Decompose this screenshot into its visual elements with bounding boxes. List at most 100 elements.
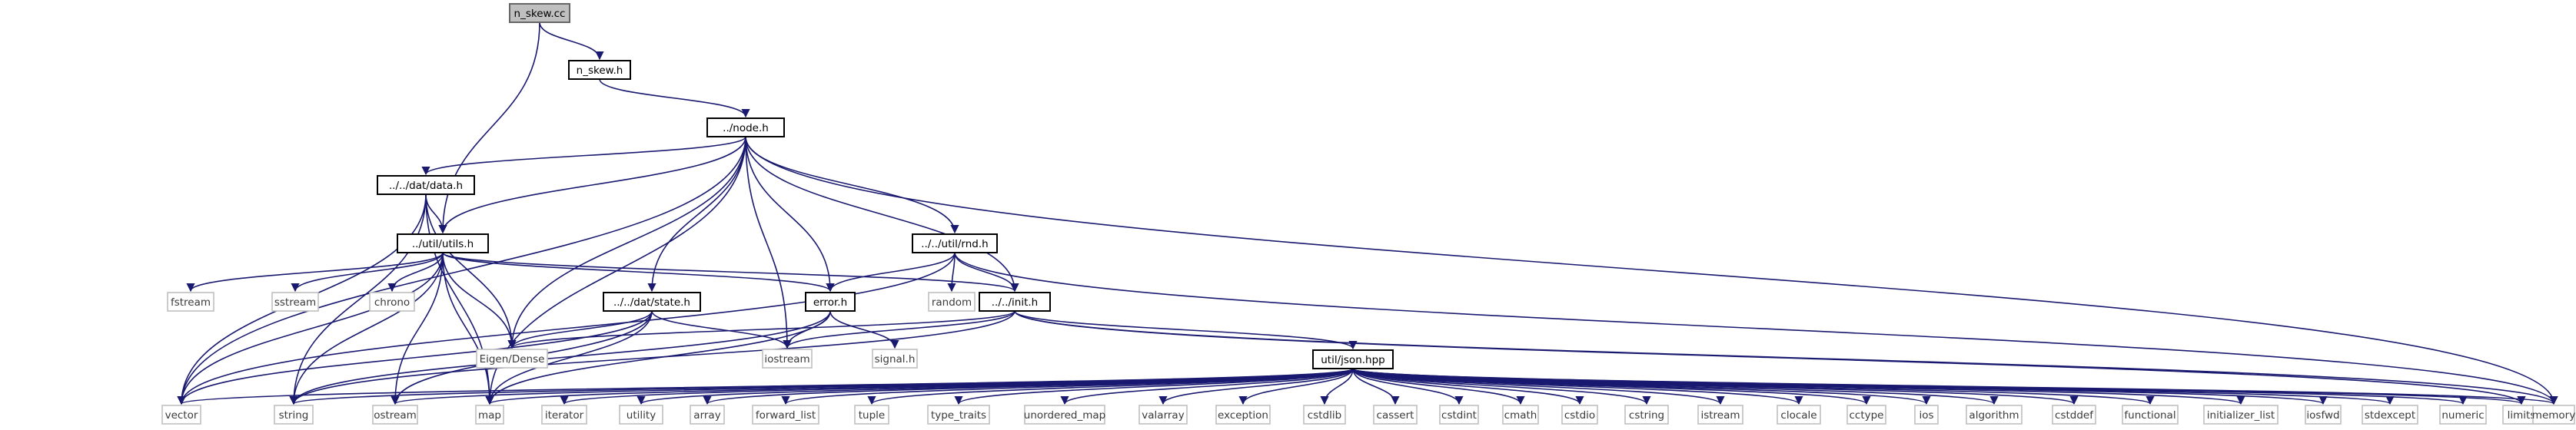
node-node[interactable]: ../node.h: [706, 117, 785, 137]
edge-json-to-unordered_map: [1060, 368, 1354, 405]
node-initializer_list-box: [2203, 405, 2279, 425]
node-memory-label: memory: [2532, 409, 2575, 422]
node-clocale-label: clocale: [1780, 409, 1816, 422]
edge-json-to-map: [485, 368, 1354, 405]
node-functional: functional: [2122, 405, 2179, 425]
node-array: array: [690, 405, 725, 425]
node-numeric: numeric: [2439, 405, 2487, 425]
node-data[interactable]: ../../dat/data.h: [377, 175, 475, 195]
node-string-label: string: [279, 409, 309, 422]
node-error[interactable]: error.h: [805, 292, 856, 312]
node-iosfwd: iosfwd: [2305, 405, 2342, 425]
node-data-box: [377, 175, 475, 195]
node-json[interactable]: util/json.hpp: [1312, 349, 1394, 369]
node-unordered_map-label: unordered_map: [1024, 409, 1105, 422]
node-memory-box: [2532, 405, 2575, 425]
edge-error-to-signal: [829, 310, 899, 349]
edge-data-to-eigen: [425, 194, 517, 349]
node-chrono-label: chrono: [374, 296, 410, 309]
node-cstdlib-box: [1303, 405, 1346, 425]
edge-init-to-string: [289, 310, 1015, 405]
edge-node-to-vector: [177, 136, 746, 405]
node-tuple: tuple: [854, 405, 889, 425]
nodes: n_skew.cc n_skew.h ../node.h ../../dat/data…: [161, 3, 2575, 425]
node-cstdlib-label: cstdlib: [1308, 409, 1341, 422]
node-cassert-label: cassert: [1377, 409, 1414, 422]
node-limits-label: limits: [2508, 409, 2536, 422]
edge-utils-to-chrono: [387, 252, 444, 293]
edge-json-to-cstring: [1352, 368, 1651, 405]
node-clocale-box: [1777, 405, 1821, 425]
node-array-label: array: [693, 409, 720, 422]
edge-node-to-rnd: [745, 136, 959, 234]
edge-rnd-to-memory: [954, 252, 2558, 405]
node-signal-box: [872, 349, 918, 369]
edge-rnd-to-vector: [177, 252, 956, 405]
node-valarray: valarray: [1138, 405, 1188, 425]
node-functional-label: functional: [2124, 409, 2175, 422]
edge-init-to-memory: [1014, 310, 2558, 405]
node-cmath-label: cmath: [1504, 409, 1537, 422]
node-init-label: ../../init.h: [992, 296, 1038, 309]
edge-json-to-cassert: [1352, 368, 1400, 405]
node-sstream-label: sstream: [274, 296, 316, 309]
edge-json-to-memory: [1352, 368, 2558, 405]
edge-json-to-cstdlib: [1320, 368, 1354, 405]
node-cstddef-box: [2052, 405, 2096, 425]
node-ios: ios: [1914, 405, 1939, 425]
node-fstream-box: [167, 292, 214, 312]
edge-utils-to-init: [442, 252, 1019, 293]
edge-utils-to-string: [289, 252, 444, 405]
edge-json-to-initializer_list: [1352, 368, 2245, 405]
node-exception-label: exception: [1218, 409, 1268, 422]
node-tuple-label: tuple: [859, 409, 885, 422]
edge-state-to-eigen: [507, 310, 653, 349]
edge-node-to-utils: [438, 136, 746, 234]
node-iostream: iostream: [762, 349, 813, 369]
node-clocale: clocale: [1777, 405, 1821, 425]
node-rnd-box: [912, 233, 998, 253]
node-json-label: util/json.hpp: [1321, 354, 1385, 366]
edges: [177, 22, 2558, 405]
node-stdexcept-box: [2362, 405, 2418, 425]
node-eigen-box: [476, 349, 548, 369]
edge-node-to-memory: [745, 136, 2558, 405]
edge-data-to-map: [425, 194, 494, 405]
node-map: map: [475, 405, 504, 425]
node-valarray-box: [1138, 405, 1188, 425]
node-stdexcept-label: stdexcept: [2365, 409, 2415, 422]
node-istream-label: istream: [1700, 409, 1740, 422]
node-stdexcept: stdexcept: [2362, 405, 2418, 425]
node-nskewh-label: n_skew.h: [577, 64, 623, 77]
node-iostream-box: [762, 349, 813, 369]
edge-node-to-eigen: [507, 136, 746, 349]
edge-json-to-vector: [178, 368, 1354, 405]
node-error-box: [805, 292, 856, 312]
node-nskewh[interactable]: n_skew.h: [568, 60, 631, 80]
node-initializer_list-label: initializer_list: [2207, 409, 2275, 422]
node-cmath: cmath: [1502, 405, 1539, 425]
node-node-label: ../node.h: [723, 122, 769, 134]
node-init[interactable]: ../../init.h: [979, 292, 1051, 312]
node-exception-box: [1215, 405, 1271, 425]
edge-utils-to-vector: [177, 252, 444, 405]
edge-state-to-iostream: [651, 310, 792, 349]
node-rnd[interactable]: ../../util/rnd.h: [912, 233, 998, 253]
edge-init-to-eigen: [507, 310, 1015, 349]
node-memory: memory: [2532, 405, 2575, 425]
edge-node-to-state: [647, 136, 746, 293]
node-utility-label: utility: [627, 409, 656, 422]
node-utils[interactable]: ../util/utils.h: [397, 233, 489, 253]
edge-json-to-cstdint: [1352, 368, 1464, 405]
node-root[interactable]: n_skew.cc: [509, 3, 570, 23]
node-state-box: [603, 292, 701, 312]
node-state[interactable]: ../../dat/state.h: [603, 292, 701, 312]
node-sstream-box: [271, 292, 319, 312]
edge-node-to-init: [745, 136, 1019, 293]
node-utils-label: ../util/utils.h: [412, 238, 474, 250]
edge-state-to-map: [485, 310, 653, 405]
node-nskewh-box: [568, 60, 631, 80]
node-ostream: ostream: [372, 405, 418, 425]
node-chrono: chrono: [369, 292, 415, 312]
node-cstdio: cstdio: [1561, 405, 1598, 425]
